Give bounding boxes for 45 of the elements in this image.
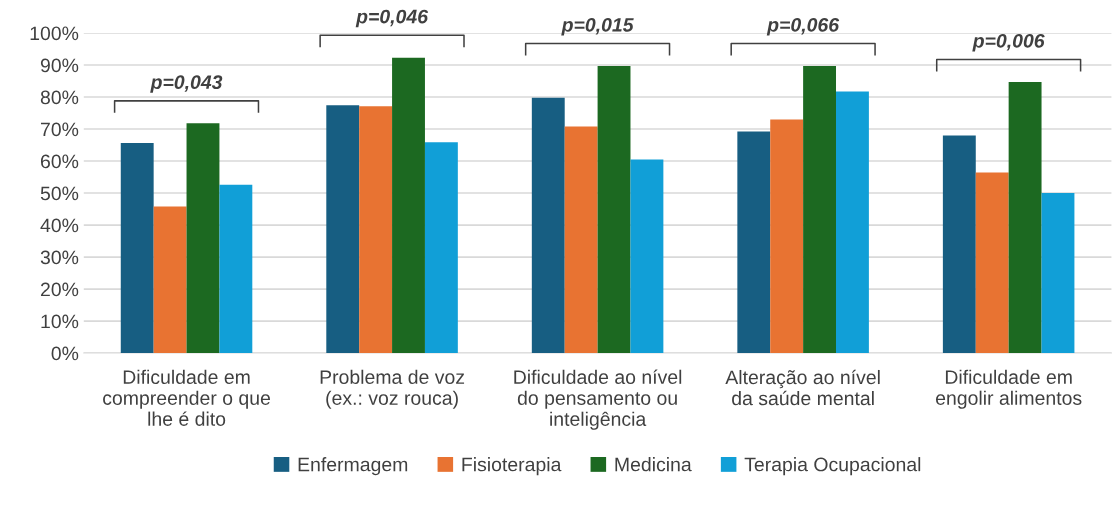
- y-tick-label: 100%: [30, 26, 79, 41]
- bar: [975, 172, 1009, 354]
- legend-label: Medicina: [615, 457, 692, 472]
- bar: [186, 123, 220, 354]
- x-tick-label: Dificuldade em compreender o que lhe é dito: [103, 369, 270, 426]
- bar: [359, 106, 393, 354]
- y-tick-label: 20%: [40, 282, 79, 297]
- y-tick-label: 10%: [41, 314, 79, 329]
- legend-label: Enfermagem: [298, 457, 408, 476]
- bar: [531, 97, 565, 354]
- x-tick-label: Dificuldade ao nível do pensamento ou inteligência: [514, 369, 682, 430]
- bar: [803, 65, 837, 354]
- annotation: p=0,006: [972, 33, 1045, 52]
- x-tick-label: Dificuldade em engolir alimentos: [935, 369, 1082, 409]
- annotation: p=0,043: [150, 75, 223, 93]
- y-tick-label: 90%: [40, 58, 79, 73]
- y-tick-label: 80%: [40, 90, 79, 105]
- y-tick-label: 60%: [40, 154, 79, 169]
- bar: [1008, 81, 1042, 354]
- y-tick-label: 50%: [40, 186, 79, 201]
- y-tick-label: 30%: [40, 250, 79, 265]
- y-tick-label: 70%: [40, 122, 79, 137]
- bar: [1041, 193, 1075, 354]
- bar: [326, 105, 360, 354]
- bar: [219, 184, 253, 354]
- bar: [597, 65, 631, 354]
- x-tick-label: Problema de voz (ex.: voz rouca): [320, 369, 465, 409]
- y-tick-label: 0%: [51, 346, 79, 361]
- y-tick-label: 40%: [40, 218, 79, 233]
- bar: [392, 57, 425, 354]
- bar: [153, 206, 187, 354]
- bar: [630, 159, 664, 354]
- annotation: p=0,066: [766, 17, 840, 36]
- legend-label: Fisioterapia: [462, 457, 562, 476]
- bar: [942, 135, 976, 354]
- bar: [770, 119, 804, 354]
- bar: [120, 143, 154, 354]
- annotation: p=0,015: [561, 17, 634, 36]
- bar: [564, 126, 598, 354]
- legend-label: Terapia Ocupacional: [744, 457, 921, 476]
- bar: [737, 131, 771, 354]
- bar: [836, 91, 869, 354]
- bar: [424, 142, 458, 354]
- text: p=0,046: [355, 9, 429, 28]
- x-tick-label: Alteração ao nível da saúde mental: [725, 369, 880, 406]
